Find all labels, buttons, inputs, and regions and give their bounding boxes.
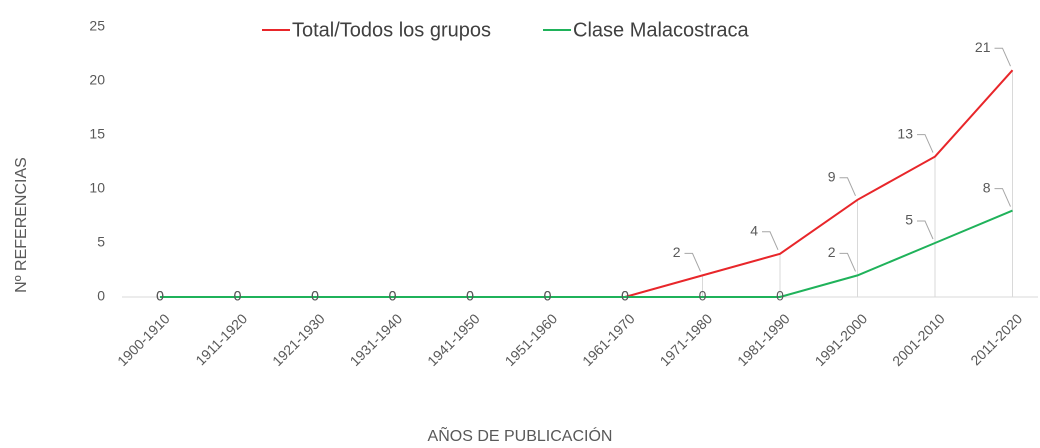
data-label: 0 [234, 288, 242, 304]
data-label: 0 [466, 288, 474, 304]
y-tick-label: 25 [89, 18, 105, 34]
data-label: 4 [750, 223, 758, 239]
x-tick-label: 1991-2000 [812, 310, 871, 369]
x-tick-label: 1931-1940 [347, 310, 406, 369]
x-tick-label: 2011-2020 [967, 310, 1025, 368]
data-label: 0 [311, 288, 319, 304]
series-line [160, 209, 1013, 298]
data-label: 5 [905, 212, 913, 228]
x-tick-label: 1911-1920 [192, 310, 250, 368]
y-tick-label: 15 [89, 126, 105, 142]
leader-line [684, 252, 701, 272]
x-tick-label: 1900-1910 [114, 310, 173, 369]
y-tick-label: 20 [89, 72, 105, 88]
y-tick-label: 0 [97, 288, 105, 304]
x-tick-label: 1971-1980 [657, 310, 716, 369]
x-tick-label: 1941-1950 [424, 310, 483, 369]
legend-label: Clase Malacostraca [573, 19, 750, 41]
leader-line [994, 47, 1011, 67]
x-tick-label: 1921-1930 [269, 310, 328, 369]
x-tick-label: 1951-1960 [502, 310, 561, 369]
leader-line [917, 220, 934, 240]
data-label: 0 [544, 288, 552, 304]
data-label: 0 [466, 288, 474, 304]
data-label: 0 [311, 288, 319, 304]
data-label: 2 [828, 244, 836, 260]
y-axis-title: Nº REFERENCIAS [13, 157, 30, 293]
data-label: 0 [544, 288, 552, 304]
x-tick-label: 1961-1970 [579, 310, 638, 369]
leader-line [994, 188, 1011, 207]
data-label: 0 [621, 288, 629, 304]
leader-line [917, 134, 934, 153]
data-label: 13 [897, 125, 913, 141]
data-label: 2 [673, 244, 681, 260]
data-label: 0 [156, 288, 164, 304]
data-label: 9 [828, 169, 836, 185]
data-label: 0 [621, 288, 629, 304]
data-label: 0 [776, 288, 784, 304]
data-label: 0 [389, 288, 397, 304]
leader-line [762, 231, 779, 251]
legend-label: Total/Todos los grupos [292, 19, 491, 41]
data-label: 0 [389, 288, 397, 304]
data-label: 0 [156, 288, 164, 304]
leader-line [839, 252, 856, 272]
data-label: 0 [699, 288, 707, 304]
data-label: 8 [983, 179, 991, 195]
leader-line [839, 177, 856, 197]
x-axis-title: AÑOS DE PUBLICACIÓN [428, 425, 613, 445]
y-tick-label: 5 [97, 234, 105, 250]
x-tick-label: 2001-2010 [889, 310, 948, 369]
data-label: 21 [975, 39, 991, 55]
y-tick-label: 10 [89, 180, 105, 196]
data-label: 0 [234, 288, 242, 304]
x-tick-label: 1981-1990 [734, 310, 793, 369]
